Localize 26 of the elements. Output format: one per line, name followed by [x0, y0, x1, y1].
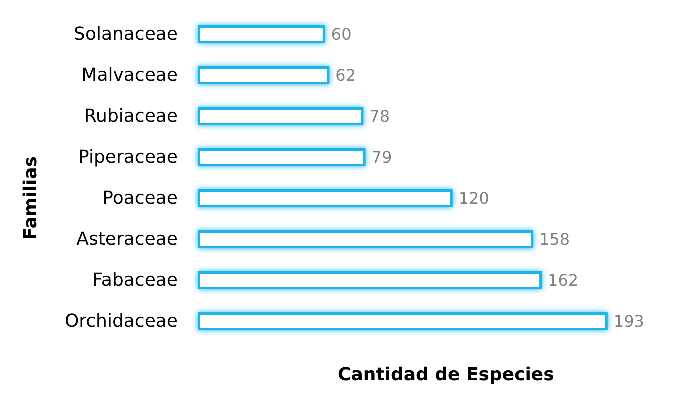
data-label: 62 — [336, 66, 356, 85]
bar — [198, 108, 364, 126]
bar — [198, 148, 366, 166]
data-label: 120 — [458, 189, 490, 208]
y-tick-label: Asteraceae — [76, 229, 178, 250]
x-axis-title: Cantidad de Especies — [338, 364, 554, 386]
bar — [198, 272, 542, 290]
bar — [198, 66, 330, 84]
data-label: 60 — [331, 25, 352, 44]
y-tick-label: Rubiaceae — [84, 106, 178, 127]
bar — [198, 230, 534, 248]
bar — [198, 26, 326, 44]
y-tick-label: Poaceae — [102, 188, 178, 209]
y-tick-label: Solanaceae — [74, 24, 178, 45]
bar — [198, 190, 453, 208]
y-tick-label: Fabaceae — [92, 270, 178, 291]
bar — [198, 312, 608, 330]
y-tick-label: Orchidaceae — [64, 311, 178, 332]
data-label: 79 — [372, 148, 392, 167]
data-label: 78 — [370, 107, 390, 126]
y-tick-label: Piperaceae — [78, 147, 178, 168]
data-label: 193 — [614, 312, 644, 331]
y-tick-label: Malvaceae — [82, 65, 178, 86]
data-label: 162 — [548, 271, 579, 290]
y-axis-title: Familias — [20, 156, 42, 240]
data-label: 158 — [540, 230, 570, 249]
